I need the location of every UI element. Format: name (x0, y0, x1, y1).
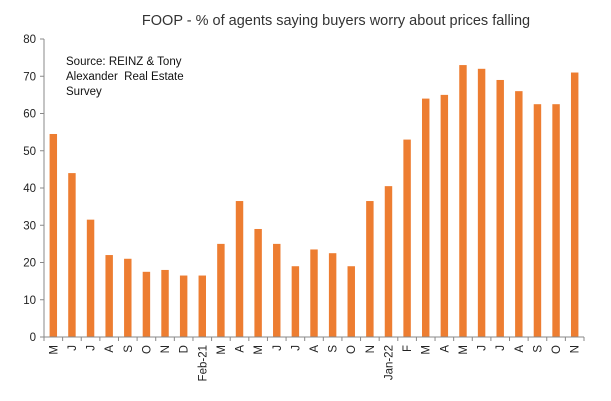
x-tick-label: M (48, 345, 60, 355)
bar (477, 68, 486, 338)
bar (552, 104, 560, 337)
source-annotation: Source: REINZ & Tony Alexander Real Esta… (66, 56, 184, 98)
y-axis: 0 10 20 30 40 50 60 70 80 (23, 34, 45, 344)
x-tick-label: A (439, 345, 451, 353)
x-tick-label: N (570, 345, 582, 353)
x-tick-label: M (421, 345, 433, 355)
bar (310, 249, 318, 337)
bar (366, 201, 374, 337)
x-tick-label: J (290, 345, 302, 351)
x-tick-label: M (216, 345, 228, 355)
bar (105, 255, 113, 337)
bar (403, 139, 411, 337)
x-tick-label: A (514, 345, 526, 353)
bar (570, 72, 579, 337)
y-tick-label: 80 (23, 34, 36, 46)
bar (124, 258, 132, 337)
source-line-3: Survey (66, 86, 102, 98)
bar (291, 266, 300, 337)
bar (161, 269, 169, 337)
bar (422, 98, 430, 337)
y-tick-label: 20 (23, 258, 36, 270)
x-tick-label: N (160, 345, 172, 353)
y-tick-label: 60 (23, 109, 36, 121)
bar (384, 186, 393, 337)
y-tick-label: 70 (23, 71, 36, 83)
bar (515, 91, 523, 338)
bar (68, 173, 76, 337)
x-tick-label: O (551, 345, 563, 354)
bar (496, 79, 504, 337)
bar (235, 201, 244, 337)
y-tick-label: 50 (23, 146, 36, 158)
x-tick-label: S (532, 345, 544, 353)
bar (142, 271, 151, 337)
y-tick-label: 10 (23, 295, 36, 307)
bar (459, 65, 467, 337)
x-tick-label: O (346, 345, 358, 354)
bar (440, 94, 449, 338)
bar (198, 275, 206, 337)
x-axis: M J J A S O N D Feb-21 M A M J J A S O N Jan-22 F M A M J J A S O N (43, 336, 585, 381)
y-tick-label: 40 (23, 183, 36, 195)
y-tick-label: 0 (30, 332, 36, 344)
y-tick-label: 30 (23, 220, 36, 232)
x-tick-label: N (365, 345, 377, 353)
bar (533, 104, 542, 337)
x-tick-label: M (458, 345, 470, 355)
x-tick-label: A (104, 345, 116, 353)
bar (347, 266, 355, 337)
bar (179, 275, 188, 337)
x-tick-label: M (253, 345, 265, 355)
x-tick-label: J (477, 345, 489, 351)
bar (49, 133, 58, 337)
source-line-2: Alexander Real Estate (66, 71, 184, 83)
x-tick-label: J (86, 345, 98, 351)
bars (49, 65, 579, 338)
x-tick-label: D (179, 345, 191, 353)
bar (217, 243, 225, 338)
chart-title: FOOP - % of agents saying buyers worry a… (142, 13, 530, 29)
x-tick-label: O (141, 345, 153, 354)
x-tick-label: S (328, 345, 340, 353)
bar (273, 243, 281, 338)
x-tick-label: J (272, 345, 284, 351)
bar (86, 219, 95, 337)
x-tick-label: Jan-22 (383, 345, 395, 380)
bar (254, 228, 262, 337)
x-tick-label: S (123, 345, 135, 353)
x-tick-label: Feb-21 (197, 345, 209, 381)
x-tick-label: A (235, 345, 247, 353)
source-line-1: Source: REINZ & Tony (66, 56, 182, 68)
x-tick-label: A (309, 345, 321, 353)
x-tick-label: F (402, 345, 414, 352)
x-tick-label: J (67, 345, 79, 351)
bar (328, 253, 337, 337)
x-tick-label: J (495, 345, 507, 351)
